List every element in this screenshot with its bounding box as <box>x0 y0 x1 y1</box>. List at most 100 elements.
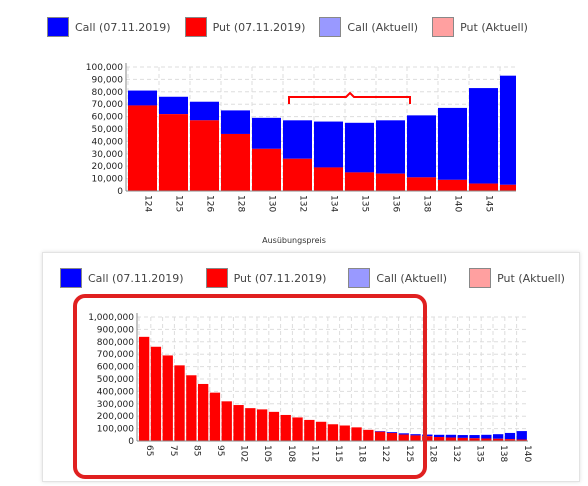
x-tick-label: 140 <box>453 195 463 212</box>
bar-call <box>386 432 398 433</box>
bar-call <box>469 435 480 439</box>
legend-label-put-current: Put (Aktuell) <box>460 20 528 34</box>
y-tick-label: 90,000 <box>92 75 124 85</box>
bar-put <box>174 365 185 441</box>
legend-swatch-call-current <box>319 17 342 37</box>
bar-put <box>469 183 498 191</box>
legend-label-call-current: Call (Aktuell) <box>347 20 419 34</box>
bar-put <box>345 172 374 191</box>
x-tick-label: 85 <box>191 445 201 456</box>
bar-call <box>283 120 312 159</box>
bar-call <box>345 122 374 173</box>
bar-call <box>493 434 504 439</box>
legend-item-call-date[interactable]: Call (07.11.2019) <box>47 17 171 37</box>
y-tick-label: 400,000 <box>97 387 134 397</box>
legend-item-put-current-2[interactable]: Put (Aktuell) <box>469 268 565 288</box>
bar-put <box>407 177 436 191</box>
legend-label-put-date: Put (07.11.2019) <box>212 20 306 34</box>
y-tick-label: 900,000 <box>97 325 134 335</box>
legend-label-put-current-2: Put (Aktuell) <box>497 271 565 285</box>
bar-put <box>434 437 445 441</box>
x-tick-label: 75 <box>168 445 178 456</box>
x-tick-label: 95 <box>215 445 225 456</box>
bar-call <box>457 435 468 438</box>
y-tick-label: 70,000 <box>92 100 124 110</box>
y-tick-label: 30,000 <box>92 150 124 160</box>
legend-item-call-date-2[interactable]: Call (07.11.2019) <box>60 268 184 288</box>
legend-top: Call (07.11.2019) Put (07.11.2019) Call … <box>47 17 542 37</box>
x-tick-label: 145 <box>484 195 494 212</box>
bar-put <box>375 431 386 441</box>
bar-call <box>314 121 343 168</box>
x-tick-label: 138 <box>422 195 432 212</box>
bar-call <box>500 75 516 185</box>
x-tick-label: 122 <box>380 445 390 462</box>
y-tick-label: 20,000 <box>92 162 124 172</box>
legend-item-call-current[interactable]: Call (Aktuell) <box>319 17 418 37</box>
bar-put <box>339 425 350 441</box>
bar-call <box>516 431 527 440</box>
bar-call <box>221 110 250 134</box>
bar-call <box>252 117 281 149</box>
legend-label-call-date-2: Call (07.11.2019) <box>88 271 184 285</box>
bar-put <box>283 158 312 191</box>
bar-put <box>500 184 516 191</box>
bar-put <box>438 179 467 191</box>
bar-put <box>504 439 516 441</box>
x-tick-label: 125 <box>404 445 414 462</box>
x-tick-label: 132 <box>298 195 308 212</box>
bar-put <box>221 401 232 441</box>
bar-call <box>434 434 445 438</box>
x-tick-label: 128 <box>236 195 246 212</box>
legend-label-put-date-2: Put (07.11.2019) <box>233 271 327 285</box>
x-tick-label: 108 <box>286 445 296 462</box>
bar-put <box>327 424 339 441</box>
legend-swatch-call-date <box>47 17 69 37</box>
y-tick-label: 80,000 <box>92 88 124 98</box>
y-tick-label: 800,000 <box>97 338 134 348</box>
bar-call <box>398 433 409 435</box>
bar-put <box>128 105 157 191</box>
x-tick-label: 136 <box>391 195 401 212</box>
bar-put <box>186 375 197 441</box>
bar-put <box>469 438 480 441</box>
x-tick-label: 105 <box>262 445 272 462</box>
bar-put <box>351 427 362 441</box>
x-tick-label: 135 <box>475 445 485 462</box>
bar-put <box>410 435 421 441</box>
x-tick-label: 132 <box>451 445 461 462</box>
legend-item-put-current[interactable]: Put (Aktuell) <box>432 17 528 37</box>
legend-item-put-date[interactable]: Put (07.11.2019) <box>184 17 306 37</box>
x-tick-label: 102 <box>239 445 249 462</box>
bar-put <box>516 439 527 441</box>
x-tick-label: 134 <box>329 195 339 212</box>
y-tick-label: 100,000 <box>86 63 123 73</box>
legend-swatch-put-current <box>432 17 455 37</box>
bar-put <box>304 419 315 441</box>
bar-put <box>268 411 280 441</box>
legend-item-call-current-2[interactable]: Call (Aktuell) <box>348 268 447 288</box>
legend-item-put-date-2[interactable]: Put (07.11.2019) <box>205 268 327 288</box>
bar-put <box>422 436 433 441</box>
bar-put <box>190 120 219 191</box>
bar-put <box>292 417 303 441</box>
bar-call <box>481 434 492 439</box>
y-tick-label: 0 <box>128 437 134 447</box>
bar-call <box>128 90 157 106</box>
bar-call <box>469 88 498 184</box>
legend-swatch-put-date <box>184 17 207 37</box>
bar-call <box>410 434 421 436</box>
bar-put <box>162 355 173 441</box>
bar-put <box>457 437 468 441</box>
x-tick-label: 130 <box>267 195 277 212</box>
bar-put <box>316 421 327 441</box>
y-tick-label: 500,000 <box>97 375 134 385</box>
x-tick-label: 125 <box>174 195 184 212</box>
y-tick-label: 50,000 <box>92 125 124 135</box>
bar-call <box>375 431 386 432</box>
x-tick-label: 115 <box>333 445 343 462</box>
bar-put <box>493 438 504 441</box>
bar-put <box>252 148 281 191</box>
x-tick-label: 140 <box>522 445 532 462</box>
x-tick-label: 126 <box>205 195 215 212</box>
